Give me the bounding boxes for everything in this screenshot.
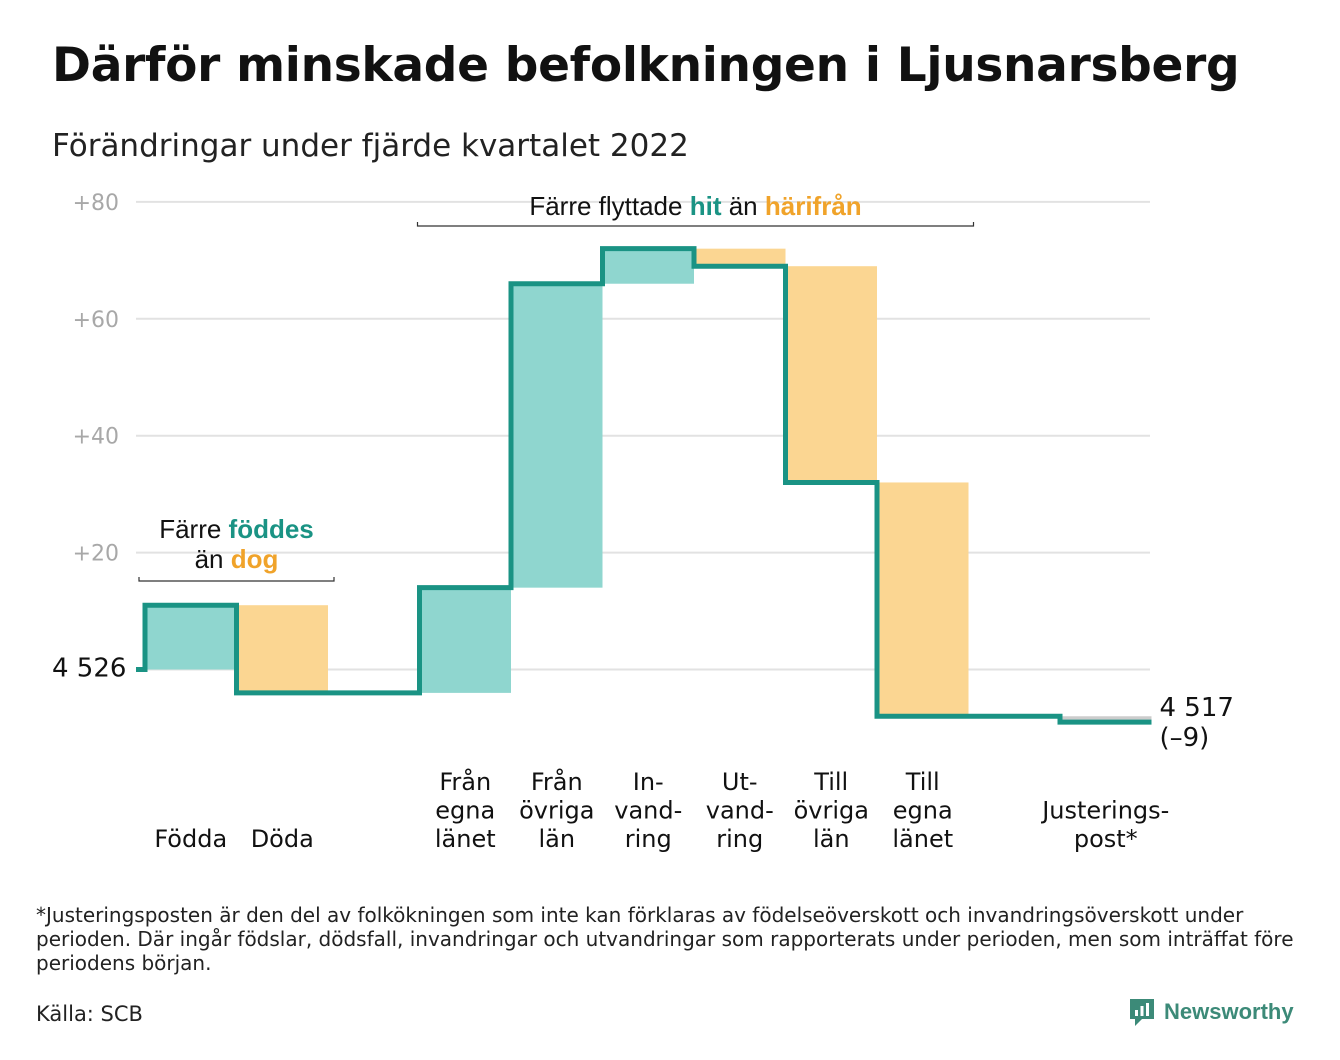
category-label: Justerings- <box>1040 797 1169 825</box>
annotation-part: föddes <box>229 514 314 544</box>
category-label: post* <box>1074 825 1138 853</box>
waterfall-bar <box>419 587 511 693</box>
category-label: ring <box>716 825 763 853</box>
annotation-part: dog <box>231 544 279 574</box>
annotation-text: Färre flyttade hit än härifrån <box>529 191 861 221</box>
start-value-label: 4 526 <box>52 654 126 684</box>
category-label: Från <box>531 767 583 796</box>
category-label: egna <box>435 797 495 825</box>
running-total-line <box>136 246 1152 725</box>
annotation-bracket <box>138 577 335 582</box>
category-label: övriga <box>519 797 594 825</box>
category-label: län <box>538 825 575 853</box>
waterfall-bar <box>602 248 694 284</box>
annotation-bracket <box>416 222 975 227</box>
annotation-part: hit <box>690 191 722 221</box>
category-label: länet <box>435 825 496 853</box>
end-value-label: 4 517 <box>1160 693 1234 723</box>
y-tick-label: +60 <box>73 308 119 333</box>
category-label: Ut- <box>722 768 758 796</box>
annotation-part: än <box>195 544 231 574</box>
category-label: övriga <box>794 797 869 825</box>
brand[interactable]: Newsworthy <box>1128 997 1294 1027</box>
annotation-part: Färre <box>159 514 228 544</box>
waterfall-bar <box>145 605 237 670</box>
category-label: Från <box>439 767 491 796</box>
category-label: länet <box>892 825 953 853</box>
annotation-text: än dog <box>195 544 279 574</box>
waterfall-bar <box>877 482 969 717</box>
category-label: Till <box>905 768 940 796</box>
annotation-part: än <box>721 191 764 221</box>
category-label: Till <box>813 768 848 796</box>
waterfall-bar <box>511 283 603 588</box>
y-tick-label: +80 <box>73 191 119 216</box>
footnote: *Justeringsposten är den del av folkökni… <box>36 903 1294 975</box>
annotation-part: Färre flyttade <box>529 191 689 221</box>
chart-title: Därför minskade befolkningen i Ljusnarsb… <box>52 38 1240 93</box>
newsworthy-logo-icon <box>1130 999 1154 1026</box>
category-label: Döda <box>251 825 314 853</box>
category-label: vand- <box>614 797 682 825</box>
brand-name: Newsworthy <box>1164 999 1294 1024</box>
category-label: ring <box>625 825 672 853</box>
category-label: vand- <box>706 797 774 825</box>
waterfall-bar <box>1060 716 1152 723</box>
y-tick-label: +40 <box>73 425 119 450</box>
annotation-text: Färre föddes <box>159 514 314 544</box>
category-label: In- <box>633 768 664 796</box>
end-change-label: (–9) <box>1160 723 1210 753</box>
annotation-part: härifrån <box>765 191 862 221</box>
waterfall-bar <box>236 605 328 693</box>
waterfall-bar <box>694 248 786 267</box>
source-label: Källa: SCB <box>36 1002 143 1026</box>
waterfall-bar <box>785 266 877 483</box>
category-label: Födda <box>154 825 227 853</box>
chart-subtitle: Förändringar under fjärde kvartalet 2022 <box>52 128 689 164</box>
category-label: län <box>813 825 850 853</box>
y-tick-label: +20 <box>73 542 119 567</box>
category-label: egna <box>893 797 953 825</box>
